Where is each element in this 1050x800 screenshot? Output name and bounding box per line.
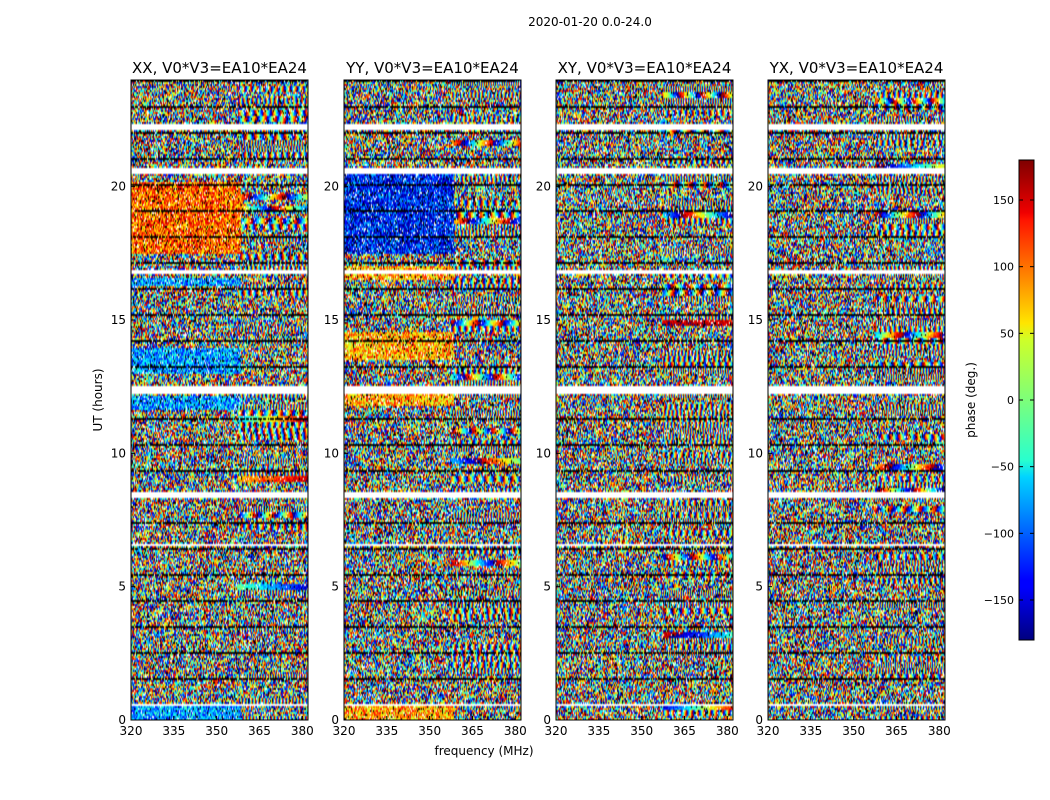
y-tick-label-yy-0: 0 [331,713,339,727]
y-tick-label-yy-20: 20 [324,180,339,194]
colorbar: phase (deg.) −150 −100 −50 0 50 100 150 [964,159,1035,641]
x-tick-label-yy-365: 365 [461,724,484,738]
x-tick-label-yx-365: 365 [885,724,908,738]
axes-frame-yx [767,79,946,721]
y-tick-label-yx-10: 10 [748,446,763,460]
y-tick-label-yx-0: 0 [755,713,763,727]
x-axis-label: frequency (MHz) [434,744,533,758]
y-axis-label: UT (hours) [91,368,105,431]
y-tick-label-xy-5: 5 [543,580,551,594]
panel-xy: XY, V0*V3=EA10*EA24 320 335 350 365 380 0 5 10 15… [536,59,739,738]
x-tick-label-xx-320: 320 [120,724,143,738]
y-tick-label-xy-15: 15 [536,313,551,327]
panel-xx: XX, V0*V3=EA10*EA24 320 335 350 365 380 0 5 10 15… [111,59,314,738]
y-tick-label-yx-5: 5 [755,580,763,594]
y-tick-label-yy-15: 15 [324,313,339,327]
x-tick-label-xx-380: 380 [291,724,314,738]
x-tick-label-yx-320: 320 [757,724,780,738]
x-tick-label-xx-350: 350 [205,724,228,738]
x-tick-label-xy-320: 320 [545,724,568,738]
panel-yx: YX, V0*V3=EA10*EA24 320 335 350 365 380 0 5 10 15… [748,59,951,738]
y-tick-label-xx-0: 0 [118,713,126,727]
figure-title: 2020-01-20 0.0-24.0 [528,15,652,29]
x-tick-label-yy-380: 380 [504,724,527,738]
y-tick-label-xy-20: 20 [536,180,551,194]
y-tick-label-xx-10: 10 [111,446,126,460]
colorbar-tick-label-0: −150 [984,594,1014,607]
colorbar-label: phase (deg.) [964,362,978,438]
y-tick-label-xy-10: 10 [536,446,551,460]
colorbar-tick-label-1: −100 [984,527,1014,540]
x-tick-label-yy-350: 350 [418,724,441,738]
x-tick-label-yx-380: 380 [928,724,951,738]
y-tick-label-yx-15: 15 [748,313,763,327]
colorbar-tick-label-3: 0 [1007,394,1014,407]
axes-frame-xx [130,79,309,721]
y-tick-label-xy-0: 0 [543,713,551,727]
panel-title-xy: XY, V0*V3=EA10*EA24 [558,59,732,77]
y-tick-label-xx-20: 20 [111,180,126,194]
y-tick-label-yy-10: 10 [324,446,339,460]
y-tick-label-xx-15: 15 [111,313,126,327]
panels-group: XX, V0*V3=EA10*EA24 320 335 350 365 380 0 5 10 15… [111,59,951,738]
axes-frame-xy [555,79,734,721]
colorbar-tick-label-5: 100 [993,261,1014,274]
x-tick-label-xx-365: 365 [248,724,271,738]
colorbar-tick-label-4: 50 [1000,327,1014,340]
panel-yy: YY, V0*V3=EA10*EA24 320 335 350 365 380 0 5 10 15… [324,59,527,738]
phase-heatmap-xy [556,80,733,720]
phase-heatmap-yx [768,80,945,720]
y-tick-label-xx-5: 5 [118,580,126,594]
axes-frame-yy [343,79,522,721]
x-tick-label-xy-380: 380 [716,724,739,738]
x-tick-label-yx-335: 335 [799,724,822,738]
panel-title-yx: YX, V0*V3=EA10*EA24 [769,59,944,77]
colorbar-tick-label-6: 150 [993,194,1014,207]
x-tick-label-xx-335: 335 [162,724,185,738]
panel-title-yy: YY, V0*V3=EA10*EA24 [345,59,519,77]
x-tick-label-xy-365: 365 [673,724,696,738]
x-tick-label-yy-320: 320 [333,724,356,738]
panel-title-xx: XX, V0*V3=EA10*EA24 [132,59,307,77]
phase-heatmap-yy [344,80,521,720]
x-tick-label-xy-335: 335 [587,724,610,738]
x-tick-label-xy-350: 350 [630,724,653,738]
phase-heatmap-xx [131,80,308,720]
y-tick-label-yx-20: 20 [748,180,763,194]
colorbar-tick-label-2: −50 [991,461,1014,474]
x-tick-label-yy-335: 335 [375,724,398,738]
y-tick-label-yy-5: 5 [331,580,339,594]
x-tick-label-yx-350: 350 [842,724,865,738]
